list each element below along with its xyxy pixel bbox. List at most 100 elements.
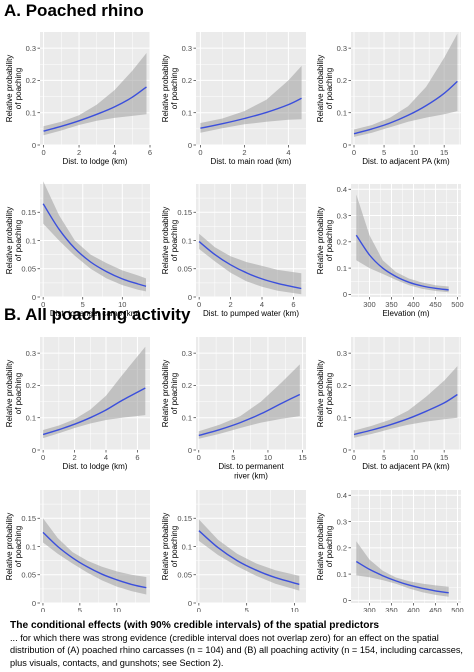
credible-interval-ribbon — [354, 33, 458, 137]
x-tick-label: 4 — [104, 453, 108, 462]
y-tick-label: 0.15 — [21, 514, 36, 523]
y-tick-label: 0.05 — [21, 571, 36, 580]
credible-interval-ribbon — [199, 233, 302, 295]
x-tick-label: 10 — [410, 453, 418, 462]
y-tick-label: 0.3 — [337, 517, 347, 526]
x-tick-label: 0 — [41, 606, 45, 612]
y-tick-label: 0.4 — [337, 491, 347, 500]
mean-effect-line — [353, 80, 458, 135]
credible-interval-ribbon — [198, 364, 300, 439]
y-tick-label: 0.05 — [21, 265, 36, 274]
x-axis-label: Dist. to lodge (km) — [63, 157, 128, 166]
y-tick-label: 0.1 — [337, 264, 347, 273]
y-tick-label: 0.1 — [337, 414, 347, 423]
y-tick-label: 0.1 — [182, 542, 192, 551]
y-axis-label: Relative probabilityof poaching — [316, 513, 334, 581]
x-tick-label: 350 — [385, 300, 398, 309]
y-axis-label: Relative probabilityof poaching — [316, 360, 334, 428]
x-axis-label: Dist. to ranger camp (km) — [50, 309, 141, 318]
y-tick-label: 0.3 — [26, 44, 36, 53]
y-tick-label: 0.2 — [26, 381, 36, 390]
mean-effect-line — [43, 86, 147, 132]
chart-panel-b2: 0 0.1 0.2 0.3 0 5 10 15 Dist. to permanent river … — [161, 337, 307, 481]
x-tick-label: 4 — [260, 300, 264, 309]
credible-interval-ribbon — [198, 519, 300, 591]
x-tick-label: 5 — [382, 453, 386, 462]
mean-effect-line — [353, 393, 458, 436]
x-tick-label: 6 — [291, 300, 295, 309]
x-tick-label: 500 — [451, 606, 464, 612]
x-tick-label: 0 — [197, 453, 201, 462]
x-tick-label: 0 — [41, 148, 45, 157]
x-axis-label: Dist. to adjacent PA (km) — [362, 157, 450, 166]
y-tick-label: 0.2 — [337, 544, 347, 553]
x-tick-label: 0 — [197, 300, 201, 309]
chart-panel-a1: 0 0.1 0.2 0.3 0 2 4 6 Dist. to lodge (km) Relativ… — [5, 32, 152, 166]
x-tick-label: 6 — [135, 453, 139, 462]
y-tick-label: 0 — [188, 141, 192, 150]
y-tick-label: 0.15 — [177, 514, 192, 523]
y-tick-label: 0 — [343, 290, 347, 299]
y-axis-label: Relative probabilityof poaching — [5, 513, 23, 581]
y-tick-label: 0 — [188, 293, 192, 302]
y-axis-label: Relative probabilityof poaching — [316, 55, 334, 123]
x-tick-label: 15 — [440, 148, 448, 157]
credible-interval-ribbon — [43, 518, 147, 595]
x-tick-label: 4 — [286, 148, 290, 157]
mean-effect-line — [198, 241, 302, 290]
x-tick-label: 0 — [41, 300, 45, 309]
credible-interval-ribbon — [354, 366, 458, 438]
y-tick-label: 0 — [343, 596, 347, 605]
section-b-title: B. All poaching activity — [4, 305, 191, 324]
x-axis-label: Dist. to lodge (km) — [63, 462, 128, 471]
x-tick-label: 500 — [451, 300, 464, 309]
x-tick-label: 450 — [429, 606, 442, 612]
x-axis-label: Dist. to permanent river (km) — [218, 462, 284, 481]
x-axis-label: Dist. to main road (km) — [211, 157, 292, 166]
y-tick-label: 0 — [32, 446, 36, 455]
y-tick-label: 0.1 — [337, 570, 347, 579]
section-a-title: A. Poached rhino — [4, 1, 144, 20]
x-tick-label: 2 — [228, 300, 232, 309]
y-axis-label: Relative probabilityof poaching — [161, 207, 179, 275]
x-tick-label: 0 — [352, 453, 356, 462]
y-tick-label: 0 — [32, 293, 36, 302]
credible-interval-ribbon — [43, 53, 147, 136]
mean-effect-line — [200, 97, 302, 129]
y-tick-label: 0 — [32, 141, 36, 150]
x-tick-label: 0 — [197, 606, 201, 612]
x-tick-label: 0 — [198, 148, 202, 157]
credible-interval-ribbon — [200, 65, 302, 133]
caption-body: ... for which there was strong evidence … — [10, 633, 463, 668]
mean-effect-line — [198, 393, 301, 437]
y-tick-label: 0.05 — [177, 265, 192, 274]
x-tick-label: 15 — [298, 453, 306, 462]
x-tick-label: 0 — [41, 453, 45, 462]
x-tick-label: 400 — [407, 606, 420, 612]
credible-interval-ribbon — [356, 194, 449, 293]
x-tick-label: 10 — [118, 300, 126, 309]
y-axis-label: Relative probabilityof poaching — [5, 55, 23, 123]
x-tick-label: 2 — [72, 453, 76, 462]
mean-effect-line — [42, 203, 147, 287]
y-tick-label: 0.2 — [182, 76, 192, 85]
x-tick-label: 0 — [352, 148, 356, 157]
y-tick-label: 0.1 — [26, 109, 36, 118]
y-tick-label: 0.3 — [182, 349, 192, 358]
y-tick-label: 0.2 — [337, 381, 347, 390]
figure: 0 0.1 0.2 0.3 0 2 4 6 Dist. to lodge (km) Relativ… — [5, 32, 464, 612]
y-tick-label: 0.4 — [337, 185, 347, 194]
y-tick-label: 0.3 — [337, 44, 347, 53]
x-axis-label: Dist. to pumped water (km) — [203, 309, 299, 318]
x-axis-label: Dist. to adjacent PA (km) — [362, 462, 450, 471]
x-axis-label: Elevation (m) — [382, 309, 429, 318]
caption-title: The conditional effects (with 90% credib… — [10, 620, 380, 631]
y-tick-label: 0 — [188, 599, 192, 608]
y-tick-label: 0.1 — [26, 414, 36, 423]
y-axis-label: Relative probabilityof poaching — [161, 513, 179, 581]
